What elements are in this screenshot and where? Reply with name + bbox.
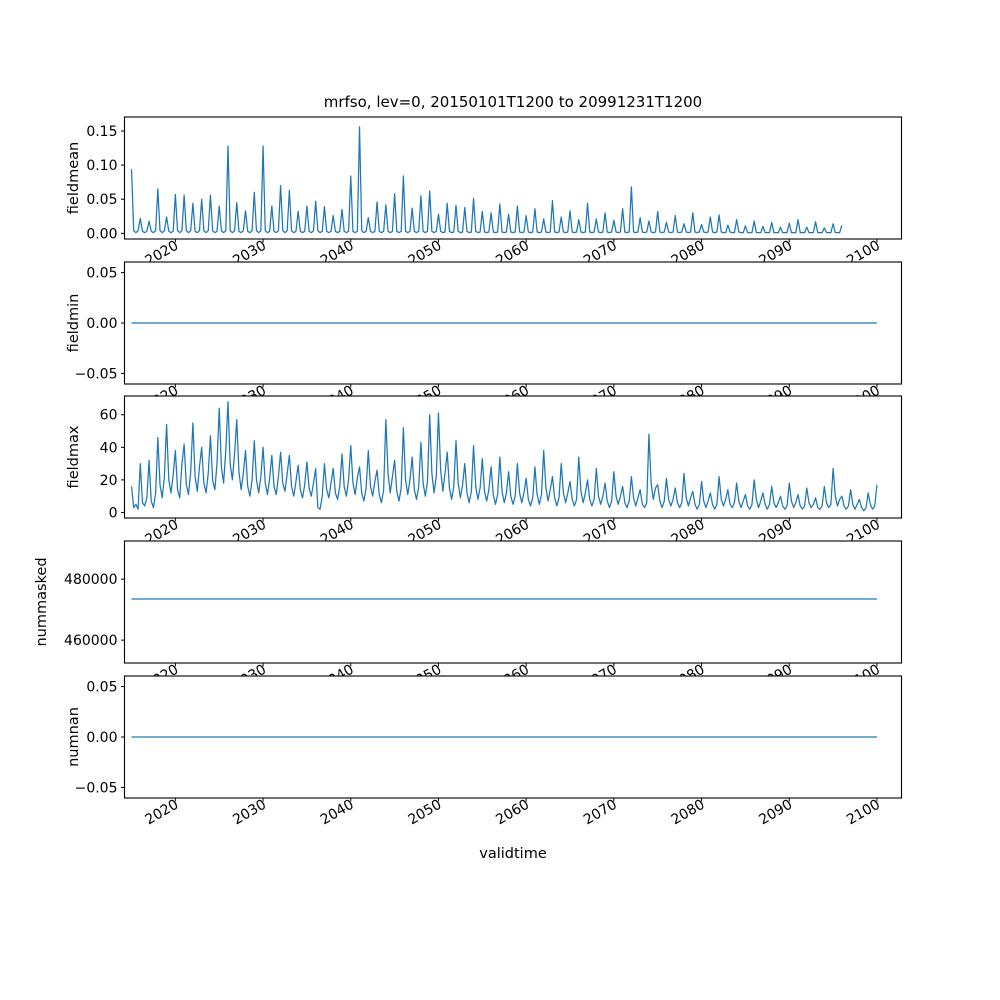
axes-spines [123, 395, 903, 519]
y-tick-label: 0 [109, 505, 118, 521]
figure-title: mrfso, lev=0, 20150101T1200 to 20991231T… [324, 93, 702, 111]
x-tick-label: 2050 [406, 797, 445, 829]
x-axis-label: validtime [479, 846, 547, 862]
y-axis-label: nummasked [34, 557, 50, 646]
y-tick-label: −0.05 [75, 366, 118, 382]
y-tick-label: 0.00 [86, 226, 117, 242]
y-tick-label: 60 [100, 408, 118, 424]
axes-spines [123, 675, 903, 799]
y-tick-label: 460000 [64, 633, 117, 649]
y-tick-label: 0.15 [86, 124, 117, 140]
data-series-fieldmean [130, 126, 843, 234]
x-tick-label: 2040 [318, 797, 357, 829]
y-tick-label: 40 [100, 440, 118, 456]
y-axis-label: fieldmin [66, 294, 82, 353]
x-tick-label: 2060 [493, 797, 532, 829]
data-series-fieldmax [130, 401, 878, 512]
y-axis-label: fieldmax [66, 425, 82, 488]
y-tick-label: 0.05 [86, 680, 117, 696]
plot-area [124, 117, 902, 239]
x-tick-label: 2030 [230, 797, 269, 829]
y-tick-label: 0.10 [86, 158, 117, 174]
y-tick-label: −0.05 [75, 780, 118, 796]
axes-spines [123, 116, 903, 240]
y-tick-label: 0.00 [86, 730, 117, 746]
x-tick-label: 2020 [142, 797, 181, 829]
x-tick-label: 2070 [581, 797, 620, 829]
y-tick-label: 480000 [64, 572, 117, 588]
subplot-nummasked: 4600004800002020203020402050206020702080… [34, 540, 903, 693]
x-tick-label: 2080 [669, 797, 708, 829]
axes-spines [123, 261, 903, 385]
x-tick-label: 2100 [844, 797, 883, 829]
y-tick-label: 0.05 [86, 266, 117, 282]
subplot-fieldmin: −0.050.000.05202020302040205020602070208… [66, 261, 903, 414]
subplot-numnan: −0.05 0.00 0.05 2020 2030 2040 2050 2060 2070 208… [66, 675, 903, 829]
y-tick-label: 0.00 [86, 316, 117, 332]
x-tick-label: 2090 [756, 797, 795, 829]
y-axis-label: fieldmean [66, 142, 82, 214]
y-tick-label: 0.05 [86, 192, 117, 208]
y-tick-label: 20 [100, 473, 118, 489]
axes-spines [123, 540, 903, 664]
plot-area [124, 396, 902, 518]
y-axis-label: numnan [66, 707, 82, 767]
plot-area [124, 541, 902, 663]
